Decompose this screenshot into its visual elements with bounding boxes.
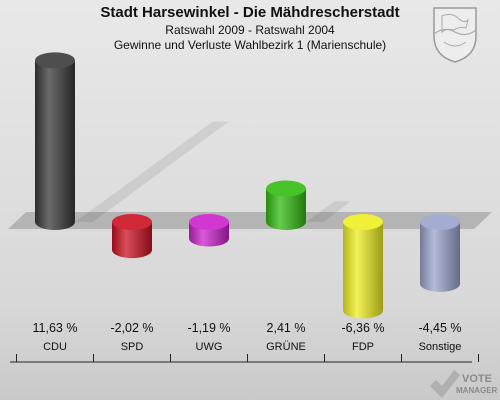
value-label: 11,63 %	[33, 321, 78, 335]
checkmark-icon	[430, 370, 460, 398]
value-label: -2,02 %	[110, 321, 153, 335]
bar-cdu	[35, 52, 229, 230]
chart-subtitle-election: Ratswahl 2009 - Ratswahl 2004	[165, 23, 335, 37]
value-label: -4,45 %	[418, 321, 461, 335]
category-label: FDP	[352, 341, 374, 353]
votemanager-logo: VOTE MANAGER	[430, 370, 498, 398]
bar-sonstige	[420, 214, 460, 292]
category-label: GRÜNE	[266, 341, 306, 353]
value-label: -6,36 %	[341, 321, 384, 335]
value-label: 2,41 %	[267, 321, 306, 335]
bar-spd	[112, 214, 152, 259]
chart-title: Stadt Harsewinkel - Die Mähdrescherstadt	[100, 4, 400, 21]
bar-fdp	[343, 214, 383, 319]
category-label: SPD	[121, 341, 144, 353]
category-label: CDU	[43, 341, 67, 353]
coat-of-arms-icon	[433, 7, 477, 63]
logo-text-manager: MANAGER	[456, 386, 498, 395]
logo-text-vote: VOTE	[462, 373, 492, 385]
chart-subtitle-district: Gewinne und Verluste Wahlbezirk 1 (Marie…	[113, 38, 387, 52]
category-label: UWG	[196, 341, 223, 353]
bar-uwg	[189, 214, 229, 247]
bar-gr-ne	[266, 180, 351, 230]
value-label: -1,19 %	[187, 321, 230, 335]
category-label: Sonstige	[419, 341, 462, 353]
